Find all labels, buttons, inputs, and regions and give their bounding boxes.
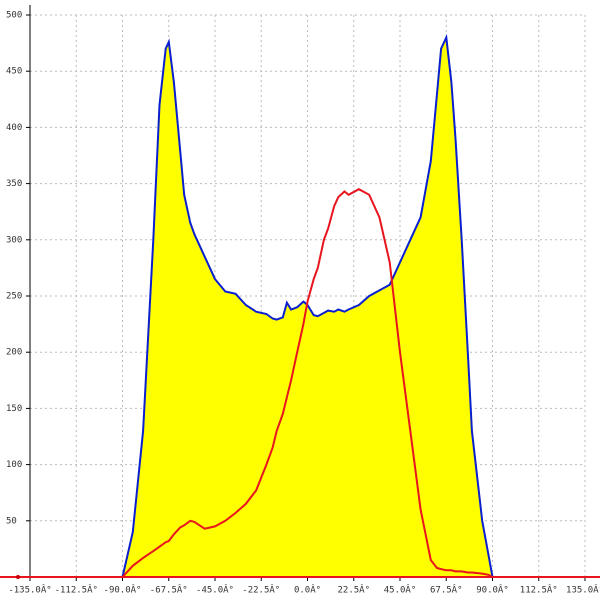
series-line bbox=[121, 188, 493, 578]
y-tick-label: 300 bbox=[6, 235, 22, 245]
x-tick-label: 45.0Â° bbox=[384, 584, 417, 596]
y-tick-label: 450 bbox=[6, 67, 22, 77]
x-tick-label: -45.0Â° bbox=[196, 584, 234, 596]
y-tick-label: 350 bbox=[6, 179, 22, 189]
origin-marker bbox=[16, 575, 20, 579]
x-tick-label: 22.5Â° bbox=[337, 584, 370, 596]
series-line bbox=[121, 33, 494, 578]
y-tick-label: 400 bbox=[6, 123, 22, 133]
y-tick-label: 500 bbox=[6, 11, 22, 21]
x-tick-label: 90.0Â° bbox=[476, 584, 509, 596]
x-tick-label: 135.0Â° bbox=[566, 584, 600, 596]
x-tick-label: -112.5Â° bbox=[55, 584, 98, 596]
x-tick-label: 112.5Â° bbox=[520, 584, 558, 596]
y-tick-label: 200 bbox=[6, 348, 22, 358]
x-tick-label: -135.0Â° bbox=[8, 584, 51, 596]
x-tick-label: 0.0Â° bbox=[294, 584, 321, 596]
x-tick-label: -90.0Â° bbox=[104, 584, 142, 596]
y-tick-label: 50 bbox=[6, 516, 17, 526]
y-tick-label: 100 bbox=[6, 460, 22, 470]
x-tick-label: -22.5Â° bbox=[242, 584, 280, 596]
area-fill bbox=[122, 37, 493, 577]
x-tick-label: 67.5Â° bbox=[430, 584, 463, 596]
y-tick-label: 250 bbox=[6, 292, 22, 302]
x-tick-label: -67.5Â° bbox=[150, 584, 188, 596]
y-tick-label: 150 bbox=[6, 404, 22, 414]
